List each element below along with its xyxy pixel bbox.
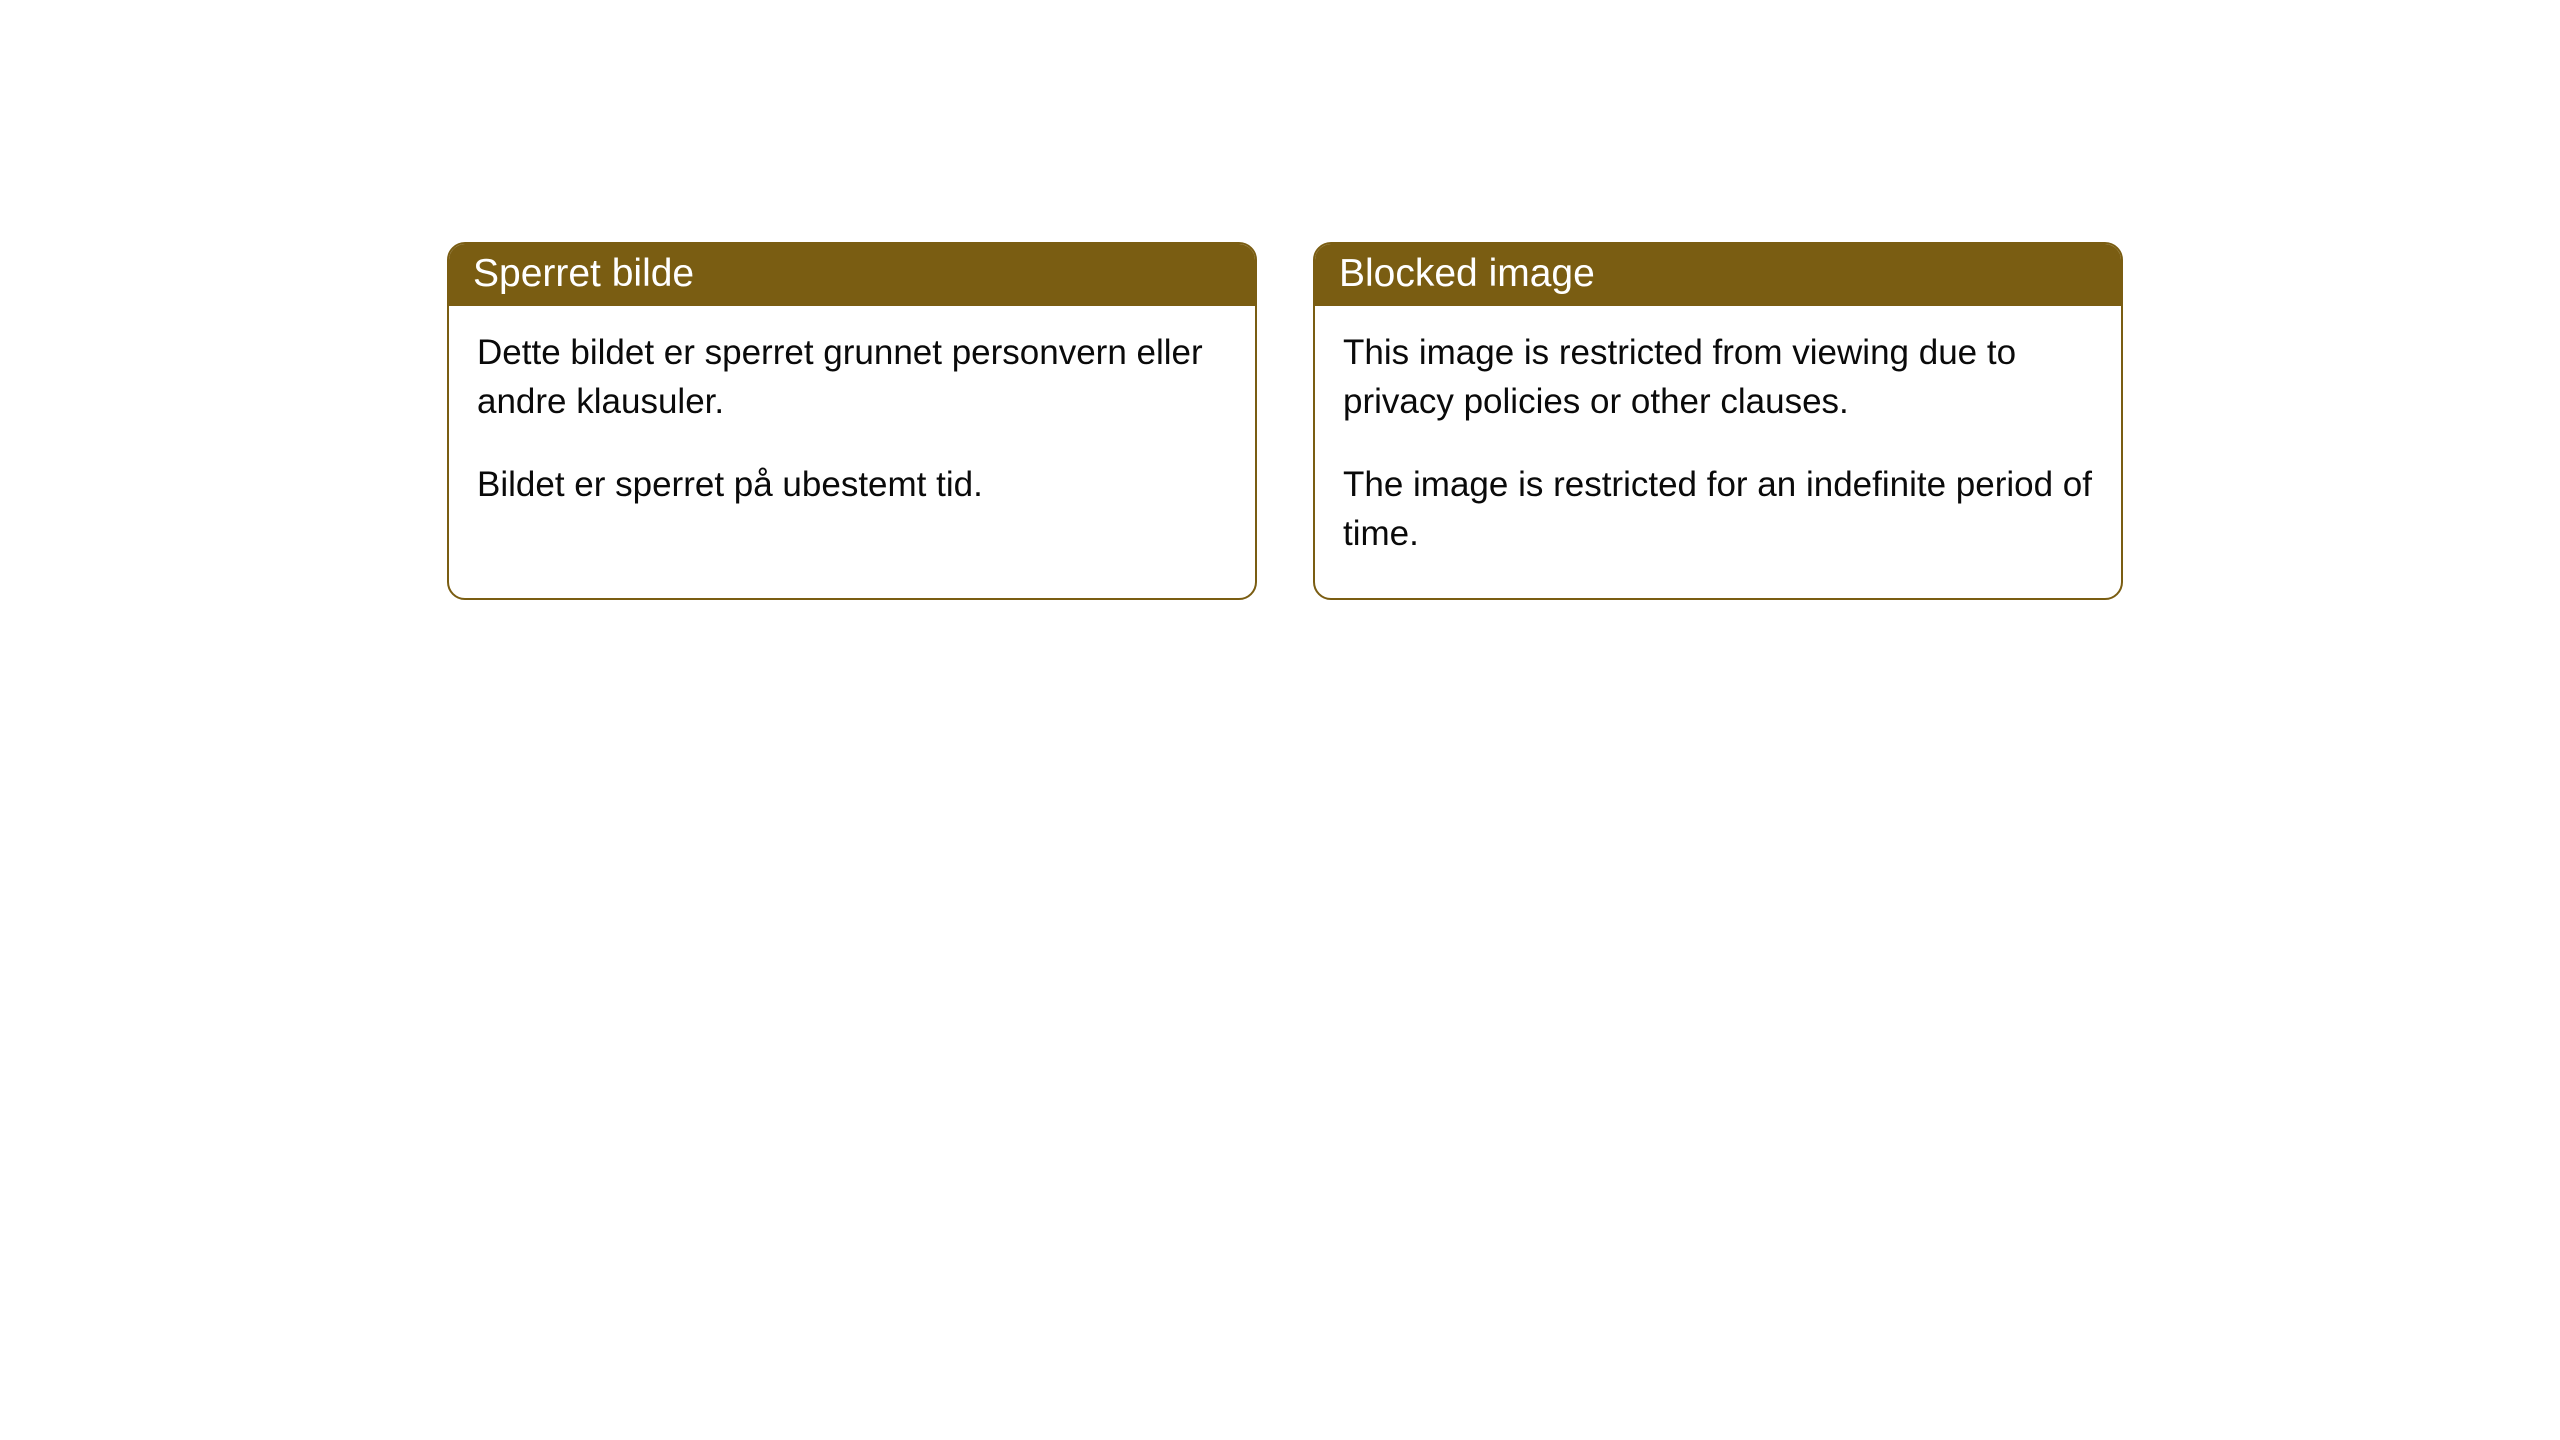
- card-paragraph: This image is restricted from viewing du…: [1343, 328, 2093, 426]
- card-header-norwegian: Sperret bilde: [449, 244, 1255, 306]
- card-header-english: Blocked image: [1315, 244, 2121, 306]
- card-body-english: This image is restricted from viewing du…: [1315, 306, 2121, 598]
- card-english: Blocked image This image is restricted f…: [1313, 242, 2123, 600]
- card-paragraph: Bildet er sperret på ubestemt tid.: [477, 460, 1227, 509]
- card-paragraph: Dette bildet er sperret grunnet personve…: [477, 328, 1227, 426]
- card-body-norwegian: Dette bildet er sperret grunnet personve…: [449, 306, 1255, 549]
- card-paragraph: The image is restricted for an indefinit…: [1343, 460, 2093, 558]
- card-title: Sperret bilde: [473, 252, 694, 295]
- card-norwegian: Sperret bilde Dette bildet er sperret gr…: [447, 242, 1257, 600]
- card-title: Blocked image: [1339, 252, 1595, 295]
- cards-container: Sperret bilde Dette bildet er sperret gr…: [0, 0, 2560, 600]
